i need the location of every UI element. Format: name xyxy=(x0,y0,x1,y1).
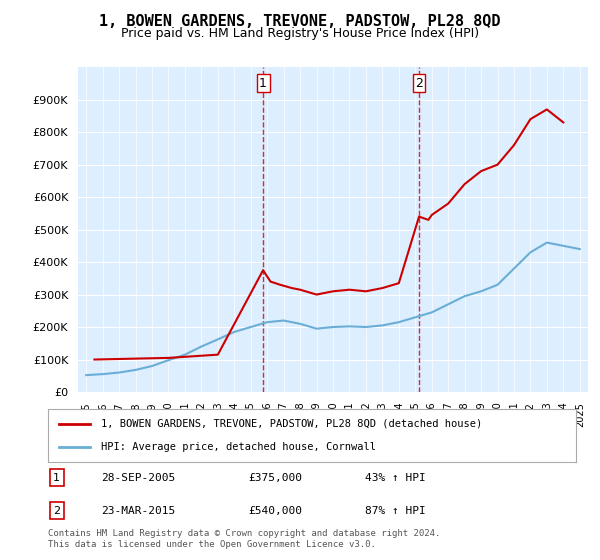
Text: Contains HM Land Registry data © Crown copyright and database right 2024.
This d: Contains HM Land Registry data © Crown c… xyxy=(48,529,440,549)
Text: Price paid vs. HM Land Registry's House Price Index (HPI): Price paid vs. HM Land Registry's House … xyxy=(121,27,479,40)
Text: HPI: Average price, detached house, Cornwall: HPI: Average price, detached house, Corn… xyxy=(101,442,376,452)
Text: 87% ↑ HPI: 87% ↑ HPI xyxy=(365,506,425,516)
Text: 23-MAR-2015: 23-MAR-2015 xyxy=(101,506,175,516)
Text: 28-SEP-2005: 28-SEP-2005 xyxy=(101,473,175,483)
Text: £375,000: £375,000 xyxy=(248,473,302,483)
Text: £540,000: £540,000 xyxy=(248,506,302,516)
Text: 1: 1 xyxy=(53,473,60,483)
Text: 1: 1 xyxy=(259,77,267,90)
Text: 2: 2 xyxy=(415,77,423,90)
Text: 1, BOWEN GARDENS, TREVONE, PADSTOW, PL28 8QD: 1, BOWEN GARDENS, TREVONE, PADSTOW, PL28… xyxy=(99,14,501,29)
Text: 1, BOWEN GARDENS, TREVONE, PADSTOW, PL28 8QD (detached house): 1, BOWEN GARDENS, TREVONE, PADSTOW, PL28… xyxy=(101,419,482,429)
Text: 2: 2 xyxy=(53,506,61,516)
Text: 43% ↑ HPI: 43% ↑ HPI xyxy=(365,473,425,483)
